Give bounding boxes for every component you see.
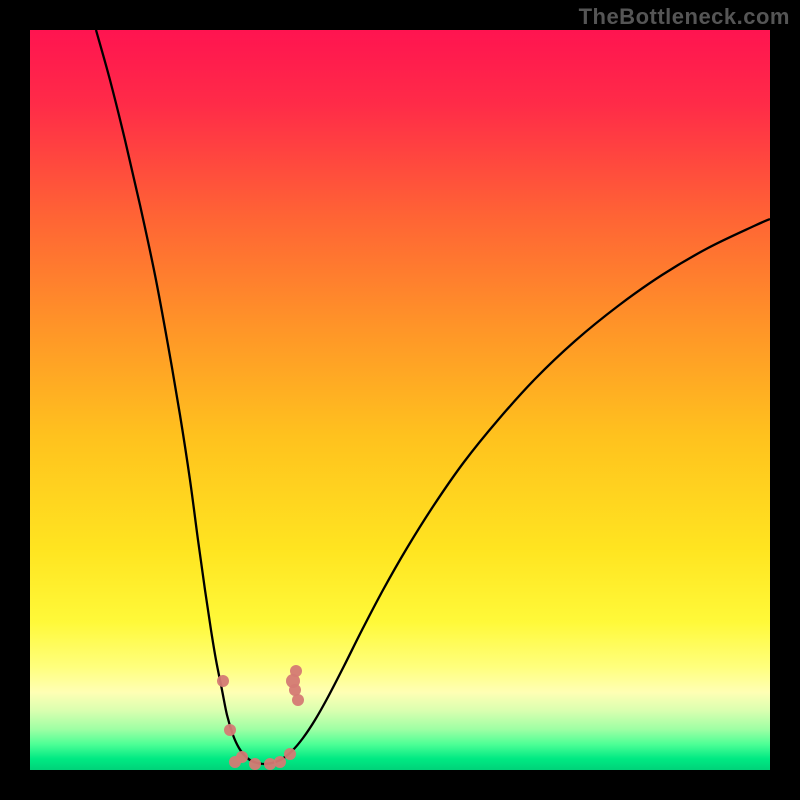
curve-left	[96, 30, 263, 764]
data-marker	[290, 665, 302, 677]
plot-area	[30, 30, 770, 770]
curve-right	[263, 219, 770, 764]
chart-container: TheBottleneck.com	[0, 0, 800, 800]
data-marker	[284, 748, 296, 760]
data-marker	[224, 724, 236, 736]
watermark-text: TheBottleneck.com	[579, 4, 790, 30]
curves-layer	[30, 30, 770, 770]
data-marker	[264, 758, 276, 770]
data-marker	[274, 756, 286, 768]
data-marker	[217, 675, 229, 687]
data-marker	[292, 694, 304, 706]
data-marker	[229, 756, 241, 768]
data-marker	[249, 758, 261, 770]
data-markers-group	[217, 665, 304, 770]
